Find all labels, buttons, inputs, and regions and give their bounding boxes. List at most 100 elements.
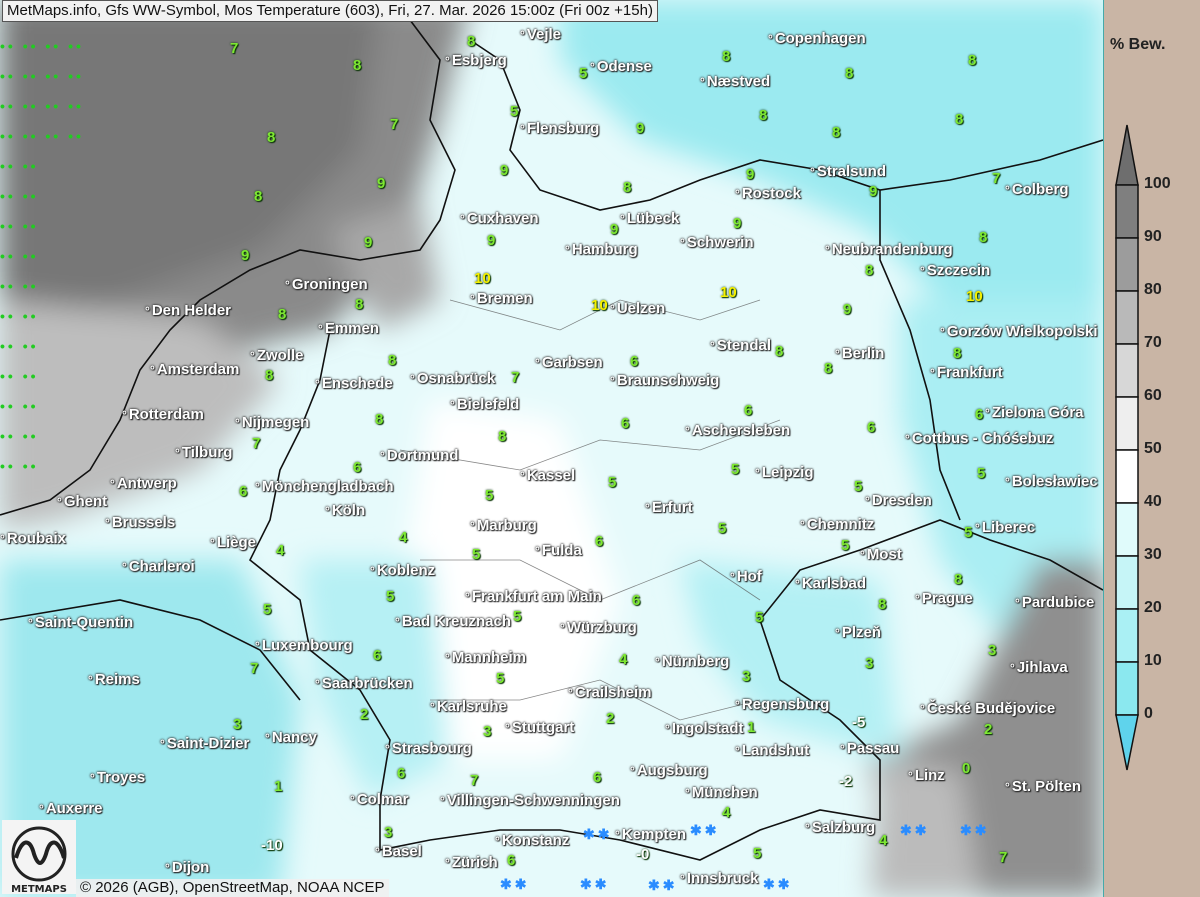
legend-swatch [1115,502,1139,557]
drizzle-symbol: •• •• •• •• [0,128,84,144]
legend-swatch [1115,608,1139,663]
city-label: Nijmegen [235,414,310,432]
temperature-value: 4 [619,651,628,668]
temperature-value: 1 [747,719,756,736]
city-label: Augsburg [630,762,708,780]
temperature-value: 10 [720,284,737,301]
snow-symbol: ✱✱ [583,826,613,842]
temperature-value: 8 [832,124,841,141]
city-label: Enschede [315,375,393,393]
temperature-value: 4 [879,832,888,849]
city-label: Prague [915,590,973,608]
temperature-value: 8 [388,352,397,369]
legend-tick-label: 50 [1144,440,1162,457]
city-label: Osnabrück [410,370,495,388]
city-label: Szczecin [920,262,990,280]
city-label: Karlsbad [795,575,866,593]
snow-symbol: ✱✱ [500,876,530,892]
temperature-value: 7 [252,435,261,452]
temperature-value: 6 [630,353,639,370]
weather-map[interactable]: Vejle Esbjerg Odense Næstved Copenhagen Flens… [0,0,1103,897]
city-label: Salzburg [805,819,875,837]
temperature-value: 8 [759,107,768,124]
temperature-value: 9 [733,215,742,232]
snow-symbol: ✱✱ [763,876,793,892]
city-label: Plzeň [835,624,881,642]
temperature-value: 9 [364,234,373,251]
city-label: Auxerre [39,800,103,818]
temperature-value: 6 [593,769,602,786]
city-label: Mönchengladbach [255,478,394,496]
legend-color-bar [1115,124,1139,771]
temperature-value: 5 [386,588,395,605]
temperature-value: 8 [824,360,833,377]
city-label: Colmar [350,791,409,809]
legend-swatch [1115,290,1139,345]
legend-tick-label: 20 [1144,599,1162,616]
temperature-value: -0 [636,846,650,863]
map-title: MetMaps.info, Gfs WW-Symbol, Mos Tempera… [2,0,658,22]
city-label: Jihlava [1010,659,1068,677]
temperature-value: 8 [353,57,362,74]
legend-tick-label: 0 [1144,705,1153,722]
city-label: Flensburg [520,120,600,138]
legend-swatch [1115,343,1139,398]
temperature-value: 8 [467,33,476,50]
temperature-value: 7 [250,660,259,677]
temperature-value: 6 [867,419,876,436]
temperature-value: 5 [608,474,617,491]
city-label: Saarbrücken [315,675,413,693]
temperature-value: 6 [595,533,604,550]
city-label: Villingen-Schwenningen [440,792,620,810]
city-label: Berlin [835,345,885,363]
temperature-value: 8 [278,306,287,323]
city-label: Braunschweig [610,372,720,390]
temperature-value: 5 [841,537,850,554]
temperature-value: 8 [955,111,964,128]
city-label: Landshut [735,742,810,760]
temperature-value: 5 [485,487,494,504]
temperature-value: 6 [397,765,406,782]
drizzle-symbol: •• •• [0,338,39,354]
city-label: Luxembourg [255,637,353,655]
drizzle-symbol: •• •• [0,428,39,444]
temperature-value: 5 [977,465,986,482]
city-label: Zwolle [250,347,304,365]
temperature-value: 4 [722,804,731,821]
legend-swatch [1115,555,1139,610]
city-label: Bremen [470,290,533,308]
city-label: Liège [210,534,256,552]
city-label: Koblenz [370,562,435,580]
city-label: Konstanz [495,832,570,850]
drizzle-symbol: •• •• •• •• [0,68,84,84]
city-label: Garbsen [535,354,603,372]
temperature-value: 6 [507,852,516,869]
drizzle-symbol: •• •• [0,188,39,204]
snow-symbol: ✱✱ [580,876,610,892]
temperature-value: 7 [390,116,399,133]
city-label: Kassel [520,467,575,485]
temperature-value: 7 [999,849,1008,866]
temperature-value: 10 [966,288,983,305]
city-label: Regensburg [735,696,830,714]
legend-title: % Bew. [1110,36,1166,53]
legend-tick-label: 10 [1144,652,1162,669]
temperature-value: 2 [360,706,369,723]
temperature-value: 9 [377,175,386,192]
temperature-value: 9 [610,221,619,238]
city-label: České Budějovice [920,700,1055,718]
city-label: Ghent [57,493,107,511]
snow-symbol: ✱✱ [690,822,720,838]
temperature-value: 5 [854,478,863,495]
city-label: Troyes [90,769,145,787]
drizzle-symbol: •• •• [0,278,39,294]
city-label: St. Pölten [1005,778,1081,796]
city-label: Vejle [520,26,561,44]
temperature-value: 5 [510,103,519,120]
temperature-value: 8 [968,52,977,69]
temperature-value: 9 [869,183,878,200]
drizzle-symbol: •• •• [0,308,39,324]
city-label: Most [860,546,902,564]
city-label: Strasbourg [385,740,472,758]
temperature-value: 3 [483,723,492,740]
